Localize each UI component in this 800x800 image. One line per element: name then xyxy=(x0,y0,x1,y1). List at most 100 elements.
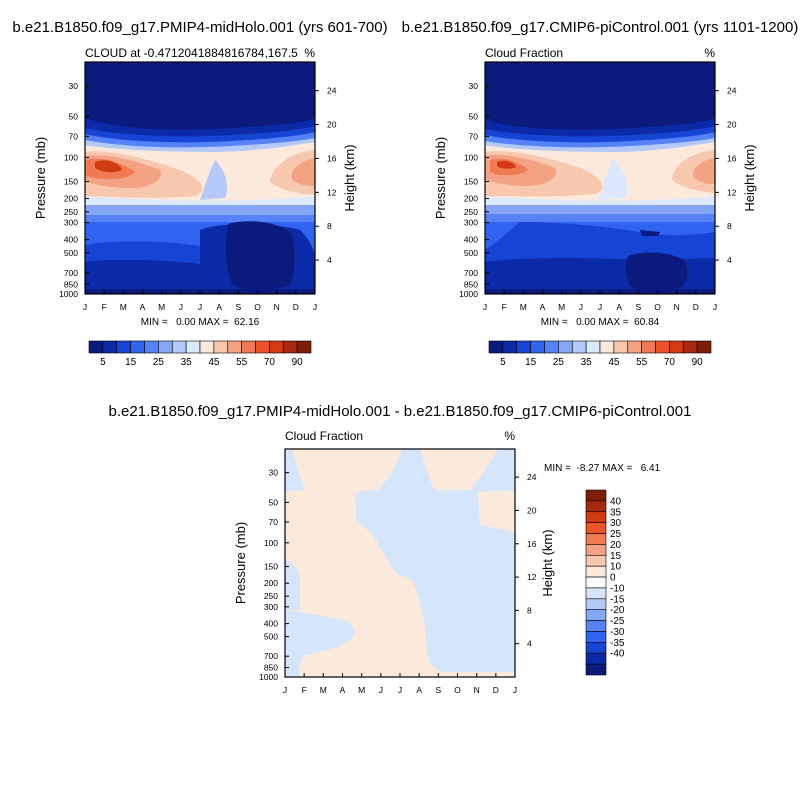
colorbar-label: 35 xyxy=(181,357,193,368)
colorbar-swatch xyxy=(130,340,145,354)
y-tick-label: 1000 xyxy=(259,672,278,682)
x-tick-label: J xyxy=(283,685,287,695)
x-tick-label: J xyxy=(713,302,717,312)
x-tick-label: S xyxy=(635,302,641,312)
colorbar-label: 20 xyxy=(610,540,622,551)
colorbar-swatch xyxy=(255,340,270,354)
colorbar-swatch xyxy=(502,340,518,354)
colorbar-label: -30 xyxy=(610,627,625,638)
colorbar-swatch xyxy=(669,340,684,354)
colorbar-label: -25 xyxy=(610,616,625,627)
colorbar-swatch xyxy=(585,598,607,611)
panel2-contour-field xyxy=(485,62,715,294)
x-tick-label: M xyxy=(520,302,527,312)
panel3-title: b.e21.B1850.f09_g17.PMIP4-midHolo.001 - … xyxy=(109,403,692,420)
colorbar-label: -15 xyxy=(610,594,625,605)
y-tick-label: 200 xyxy=(64,194,78,204)
x-tick-label: O xyxy=(254,302,261,312)
y-tick-label: 70 xyxy=(269,517,279,527)
y-tick-label: 300 xyxy=(264,602,278,612)
x-tick-label: D xyxy=(293,302,299,312)
panel2-y2label: Height (km) xyxy=(742,144,757,211)
colorbar-swatch xyxy=(282,340,298,354)
colorbar-label: -10 xyxy=(610,583,625,594)
colorbar-swatch xyxy=(682,340,698,354)
y-tick-label: 400 xyxy=(64,235,78,245)
colorbar-swatch xyxy=(199,340,215,354)
y2-tick-label: 12 xyxy=(527,572,537,582)
y-tick-label: 850 xyxy=(464,279,478,289)
colorbar-label: 70 xyxy=(264,357,276,368)
x-tick-label: M xyxy=(158,302,165,312)
panel3-stats: MIN = -8.27 MAX = 6.41 xyxy=(544,463,661,474)
panel3-contour-field xyxy=(285,449,515,677)
colorbar-swatch xyxy=(269,340,284,354)
colorbar-label: 25 xyxy=(610,529,622,540)
y-tick-label: 500 xyxy=(264,632,278,642)
y-tick-label: 30 xyxy=(269,468,279,478)
panel1-contour-field xyxy=(85,62,315,294)
y-tick-label: 50 xyxy=(269,497,279,507)
panel2-colorbar: 5 15 25 35 45 55 70 90 xyxy=(488,340,712,368)
x-tick-label: N xyxy=(674,302,680,312)
colorbar-swatch xyxy=(544,340,559,354)
colorbar-label: 55 xyxy=(236,357,248,368)
x-tick-label: S xyxy=(235,302,241,312)
colorbar-label: 45 xyxy=(208,357,220,368)
y-tick-label: 100 xyxy=(64,152,78,162)
y2-tick-label: 16 xyxy=(527,539,537,549)
colorbar-swatch xyxy=(88,340,104,354)
y-tick-label: 50 xyxy=(469,111,479,121)
y2-tick-label: 20 xyxy=(327,120,337,130)
colorbar-label: 10 xyxy=(610,562,622,573)
colorbar-swatch xyxy=(585,554,607,567)
y-tick-label: 30 xyxy=(69,81,79,91)
colorbar-swatch xyxy=(227,340,242,354)
y2-tick-label: 12 xyxy=(327,187,337,197)
colorbar-swatch xyxy=(571,340,587,354)
panel3-ylabel: Pressure (mb) xyxy=(233,522,248,604)
panel2-left-label: Cloud Fraction xyxy=(485,46,563,60)
x-tick-label: F xyxy=(102,302,107,312)
x-tick-label: A xyxy=(616,302,622,312)
colorbar-swatch xyxy=(585,533,607,545)
x-tick-label: M xyxy=(558,302,565,312)
panel1-title: b.e21.B1850.f09_g17.PMIP4-midHolo.001 (y… xyxy=(12,19,387,36)
y2-tick-label: 16 xyxy=(327,153,337,163)
colorbar-swatch xyxy=(599,340,615,354)
x-tick-label: A xyxy=(340,685,346,695)
colorbar-swatch xyxy=(585,642,607,654)
colorbar-swatch xyxy=(641,340,656,354)
colorbar-swatch xyxy=(585,620,607,632)
y-tick-label: 50 xyxy=(69,111,79,121)
y-tick-label: 700 xyxy=(64,268,78,278)
colorbar-swatch xyxy=(655,340,670,354)
y2-tick-label: 4 xyxy=(727,255,732,265)
x-tick-label: M xyxy=(320,685,327,695)
y-tick-label: 200 xyxy=(264,578,278,588)
colorbar-swatch xyxy=(696,340,712,354)
y-tick-label: 250 xyxy=(64,207,78,217)
colorbar-label: 30 xyxy=(610,518,622,529)
colorbar-swatch xyxy=(241,340,256,354)
colorbar-swatch xyxy=(185,340,201,354)
y2-tick-label: 16 xyxy=(727,153,737,163)
x-tick-label: M xyxy=(120,302,127,312)
y-tick-label: 1000 xyxy=(459,289,478,299)
colorbar-label: 15 xyxy=(125,357,137,368)
colorbar-swatch xyxy=(144,340,159,354)
colorbar-swatch xyxy=(585,631,607,643)
panel1-stats: MIN = 0.00 MAX = 62.16 xyxy=(141,317,260,328)
panel-picontrol: b.e21.B1850.f09_g17.CMIP6-piControl.001 … xyxy=(402,19,799,368)
y-tick-label: 500 xyxy=(64,248,78,258)
y-tick-label: 700 xyxy=(264,651,278,661)
y2-tick-label: 8 xyxy=(727,221,732,231)
y-tick-label: 250 xyxy=(264,591,278,601)
colorbar-swatch xyxy=(585,511,607,523)
x-tick-label: O xyxy=(654,302,661,312)
